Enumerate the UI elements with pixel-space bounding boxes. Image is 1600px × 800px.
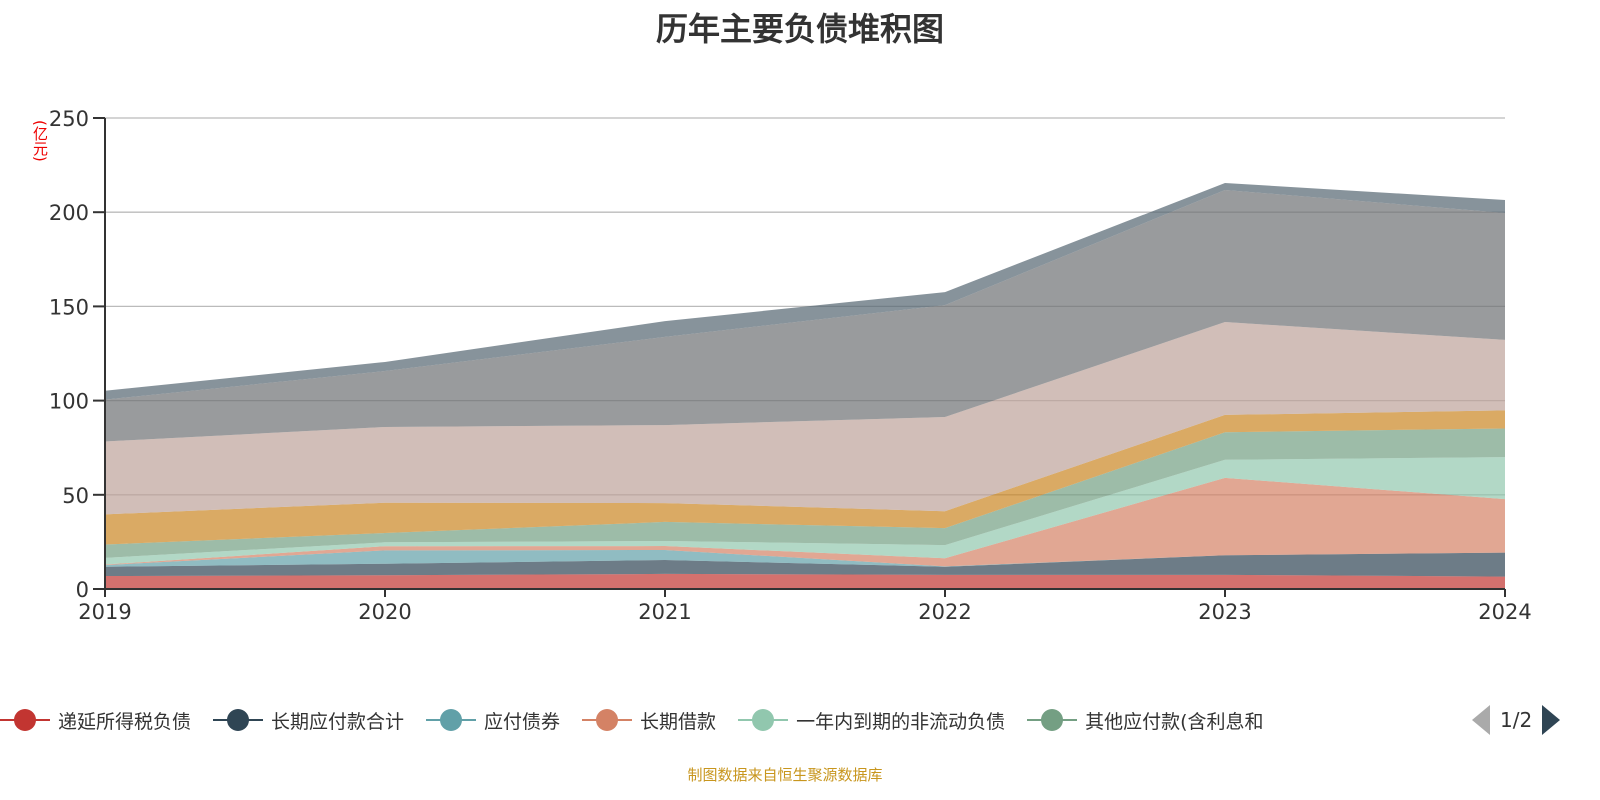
legend-label: 递延所得税负债 (58, 710, 192, 733)
legend-item[interactable]: 其他应付款(含利息和 (1027, 707, 1264, 734)
legend-item[interactable]: 长期借款 (582, 707, 716, 734)
legend-marker-icon (582, 709, 633, 731)
x-tick-label: 2019 (78, 600, 131, 624)
area-series-4 (105, 477, 1505, 567)
legend-marker-icon (1027, 709, 1078, 731)
y-tick-label: 200 (49, 201, 89, 225)
area-series-2 (105, 552, 1505, 577)
area-series-1 (105, 573, 1505, 589)
y-tick-label: 50 (62, 484, 89, 508)
area-series-8 (105, 322, 1505, 515)
legend-item[interactable]: 一年内到期的非流动负债 (738, 707, 1005, 734)
legend-prev-icon[interactable] (1472, 705, 1490, 735)
area-series-5 (105, 457, 1505, 565)
legend-label: 长期应付款合计 (271, 710, 405, 733)
x-tick-label: 2024 (1478, 600, 1531, 624)
y-tick-label: 0 (76, 578, 89, 602)
legend-label: 其他应付款(含利息和 (1085, 710, 1264, 733)
y-axis-unit: (亿元) (31, 120, 49, 162)
legend-item[interactable]: 递延所得税负债 (0, 707, 191, 734)
area-series-7 (105, 410, 1505, 545)
area-series-10 (105, 182, 1505, 400)
legend-pager: 1/2 (1472, 705, 1561, 735)
legend-page-indicator: 1/2 (1500, 708, 1533, 732)
chart-title: 历年主要负债堆积图 (655, 10, 944, 48)
x-tick-label: 2023 (1198, 600, 1251, 624)
legend-marker-icon (738, 709, 789, 731)
legend-item[interactable]: 应付债券 (426, 707, 560, 734)
x-tick-label: 2022 (918, 600, 971, 624)
data-source-note: 制图数据来自恒生聚源数据库 (687, 766, 883, 784)
legend: 递延所得税负债 长期应付款合计 应付债券 长期借款 一年内到期的非流动负债 其他应付款(含… (0, 703, 1286, 737)
area-series-9 (105, 189, 1505, 442)
legend-label: 应付债券 (484, 710, 561, 733)
legend-next-icon[interactable] (1542, 705, 1561, 735)
area-series-3 (105, 550, 1505, 567)
legend-item[interactable]: 长期应付款合计 (213, 707, 404, 734)
y-tick-label: 250 (49, 107, 89, 131)
legend-label: 一年内到期的非流动负债 (796, 710, 1006, 733)
legend-marker-icon (213, 709, 264, 731)
y-tick-label: 150 (49, 295, 89, 319)
x-tick-label: 2020 (358, 600, 411, 624)
legend-marker-icon (426, 709, 477, 731)
area-series-6 (105, 428, 1505, 558)
legend-marker-icon (0, 709, 50, 731)
legend-label: 长期借款 (640, 710, 717, 733)
x-tick-label: 2021 (638, 600, 691, 624)
y-tick-label: 100 (49, 390, 89, 414)
